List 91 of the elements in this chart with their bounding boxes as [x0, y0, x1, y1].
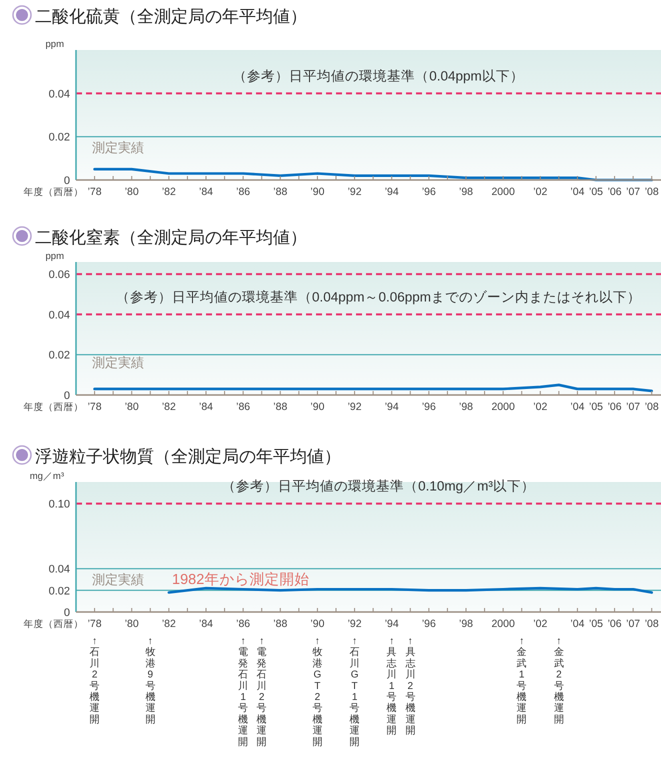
y-axis-title: mg／m³ — [30, 471, 64, 482]
x-tick-label: ’88 — [273, 186, 288, 198]
x-tick-label: ’80 — [124, 618, 139, 630]
annotation: ↑具志川1号機運開 — [386, 636, 397, 737]
x-tick-label: ’82 — [162, 186, 176, 198]
x-tick-label: ’04 — [570, 618, 585, 630]
x-tick-label: ’88 — [273, 401, 288, 413]
x-tick-label: ’06 — [608, 401, 622, 413]
x-tick-label: ’06 — [608, 618, 622, 630]
x-tick-label: ’05 — [588, 618, 604, 630]
annotation: ↑具志川2号機運開 — [405, 636, 416, 737]
x-tick-label: ’04 — [570, 401, 585, 413]
x-tick-label: ’94 — [384, 401, 399, 413]
x-tick-label: ’98 — [458, 618, 474, 630]
x-tick-label: ’96 — [422, 401, 436, 413]
x-tick-label: ’02 — [533, 186, 548, 198]
y-tick-label: 0 — [64, 390, 70, 402]
x-tick-label: ’98 — [458, 186, 474, 198]
y-tick-label: 0.02 — [48, 132, 70, 144]
x-tick-label: ’84 — [198, 401, 214, 413]
y-tick-label: 0.10 — [48, 498, 70, 511]
x-tick-label: ’90 — [310, 401, 325, 413]
x-tick-label: ’90 — [310, 186, 325, 198]
x-tick-label: ’92 — [348, 401, 362, 413]
y-tick-label: 0.04 — [48, 564, 70, 576]
x-tick-label: ’04 — [570, 186, 585, 198]
y-tick-label: 0.04 — [48, 88, 70, 100]
y-tick-label: 0.04 — [48, 309, 70, 322]
x-tick-label: ’08 — [644, 401, 659, 413]
x-tick-label: ’86 — [236, 401, 250, 413]
x-axis-title: 年度（西暦） — [24, 401, 84, 413]
annotation: ↑石川2号機運開 — [90, 636, 100, 726]
x-tick-label: ’02 — [533, 401, 548, 413]
annotation: ↑電発石川2号機運開 — [256, 636, 267, 748]
x-tick-label: ’82 — [162, 618, 176, 630]
x-tick-label: ’78 — [88, 618, 102, 630]
x-tick-label: ’82 — [162, 401, 176, 413]
x-tick-label: 2000 — [491, 618, 515, 630]
x-tick-label: ’78 — [88, 186, 102, 198]
ref-line-label: （参考）日平均値の環境基準（0.04ppm以下） — [233, 68, 524, 84]
ref-line-label: （参考）日平均値の環境基準（0.10mg／m³以下） — [222, 478, 535, 494]
y-axis-title: ppm — [46, 251, 64, 262]
annotation: ↑牧港9号機運開 — [145, 636, 156, 726]
annotation: ↑石川GT1号機運開 — [350, 636, 360, 748]
x-tick-label: ’78 — [88, 401, 102, 413]
y-axis-title: ppm — [46, 39, 64, 50]
annotation: ↑電発石川1号機運開 — [238, 636, 248, 748]
x-tick-label: ’96 — [422, 186, 436, 198]
x-tick-label: ’08 — [644, 186, 659, 198]
x-tick-label: ’07 — [626, 401, 640, 413]
x-tick-label: ’88 — [273, 618, 288, 630]
x-tick-label: ’02 — [533, 618, 548, 630]
x-tick-label: ’86 — [236, 618, 250, 630]
x-tick-label: ’92 — [348, 186, 362, 198]
chart-title: 二酸化硫黄（全測定局の年平均値） — [35, 7, 307, 26]
x-tick-label: ’96 — [422, 618, 436, 630]
x-tick-label: 2000 — [491, 186, 515, 198]
x-tick-label: ’92 — [348, 618, 362, 630]
annotation: 測定実績 — [92, 355, 144, 370]
annotation: ↑金武1号機運開 — [516, 636, 527, 726]
annotation: ↑金武2号機運開 — [554, 636, 564, 726]
y-tick-label: 0.02 — [48, 350, 70, 362]
annotation: 測定実績 — [92, 572, 144, 587]
annotation: 測定実績 — [92, 140, 144, 155]
x-tick-label: ’94 — [384, 618, 399, 630]
x-tick-label: ’80 — [124, 401, 139, 413]
y-tick-label: 0 — [64, 607, 70, 619]
x-tick-label: ’07 — [626, 618, 640, 630]
y-tick-label: 0.06 — [48, 269, 70, 282]
x-tick-label: ’98 — [458, 401, 474, 413]
x-tick-label: ’07 — [626, 186, 640, 198]
x-axis-title: 年度（西暦） — [24, 618, 84, 630]
x-axis-title: 年度（西暦） — [24, 186, 84, 198]
chart-title: 二酸化窒素（全測定局の年平均値） — [35, 228, 307, 247]
x-tick-label: ’84 — [198, 618, 214, 630]
y-tick-label: 0 — [64, 175, 70, 187]
x-tick-label: 2000 — [491, 401, 515, 413]
annotation: ↑牧港GT2号機運開 — [312, 636, 322, 748]
x-tick-label: ’08 — [644, 618, 659, 630]
x-tick-label: ’84 — [198, 186, 214, 198]
x-tick-label: ’86 — [236, 186, 250, 198]
ref-line-label: （参考）日平均値の環境基準（0.04ppm～0.06ppmまでのゾーン内またはそれ以下） — [116, 289, 642, 304]
x-tick-label: ’90 — [310, 618, 325, 630]
annotation: 1982年から測定開始 — [172, 571, 310, 588]
y-tick-label: 0.02 — [48, 585, 70, 598]
x-tick-label: ’80 — [124, 186, 139, 198]
chart-title: 浮遊粒子状物質（全測定局の年平均値） — [35, 447, 341, 466]
x-tick-label: ’05 — [588, 186, 604, 198]
x-tick-label: ’06 — [608, 186, 622, 198]
x-tick-label: ’05 — [588, 401, 604, 413]
x-tick-label: ’94 — [384, 186, 399, 198]
